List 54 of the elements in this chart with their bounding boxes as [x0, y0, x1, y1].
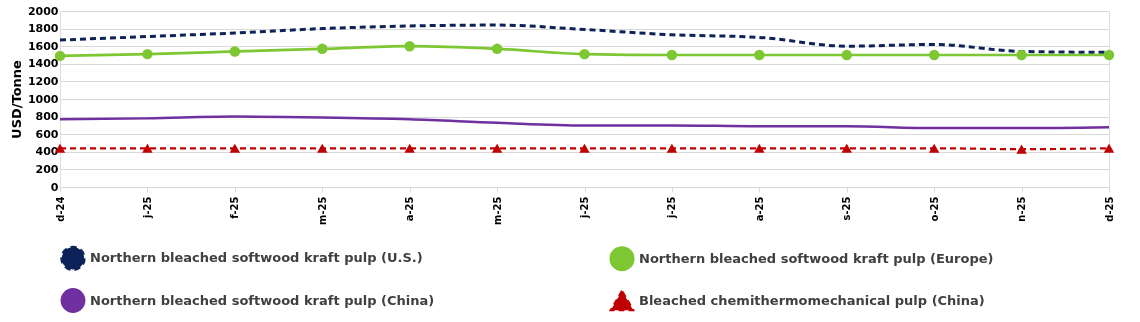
x-tick-label: d-24: [54, 196, 66, 222]
point: [666, 143, 678, 153]
line-series: [58, 115, 1111, 130]
point: [754, 49, 765, 61]
point: [754, 143, 765, 153]
point: [928, 143, 940, 153]
legend-label: Northern bleached softwood kraft pulp (Europe): [639, 250, 994, 266]
point: [1016, 144, 1027, 154]
x-tick-label: j-25: [666, 196, 678, 219]
point: [491, 143, 503, 153]
y-tick-label: 2000: [27, 4, 59, 18]
point: [229, 143, 241, 153]
point: [666, 49, 678, 61]
legend-label: Northern bleached softwood kraft pulp (China): [90, 292, 435, 308]
legend-label: Northern bleached softwood kraft pulp (U.S.): [90, 250, 423, 266]
point: [579, 48, 590, 60]
y-axis-title: USD/Tonne: [8, 59, 24, 139]
y-tick-label: 200: [35, 162, 59, 176]
y-tick-label: 0: [50, 180, 59, 194]
y-tick-label: 400: [35, 145, 59, 159]
point: [1016, 49, 1027, 61]
y-tick-label: 600: [35, 127, 59, 141]
point: [579, 143, 590, 153]
x-tick-label: m-25: [316, 196, 328, 225]
point: [1103, 143, 1115, 153]
point: [928, 49, 940, 61]
y-tick-label: 1800: [27, 22, 59, 36]
x-tick-label: j-25: [141, 196, 153, 219]
point: [317, 143, 328, 153]
y-tick-label: 1600: [27, 39, 59, 53]
point: [229, 46, 241, 57]
point: [317, 43, 328, 55]
x-tick-label: a-25: [753, 196, 765, 222]
x-tick-label: m-25: [491, 196, 503, 225]
point: [491, 43, 503, 55]
point: [404, 143, 415, 153]
y-tick-label: 1200: [27, 74, 59, 88]
point: [841, 143, 852, 153]
x-tick-label: f-25: [229, 196, 241, 219]
y-tick-label: 1400: [27, 57, 59, 71]
legend-label: Bleached chemithermomechanical pulp (China): [639, 292, 985, 308]
point: [841, 49, 852, 61]
point: [404, 40, 415, 52]
x-tick-label: o-25: [928, 196, 940, 222]
y-tick-label: 1000: [27, 92, 59, 106]
point: [1103, 49, 1115, 61]
y-tick-label: 800: [35, 110, 59, 124]
x-tick-label: d-25: [1103, 196, 1115, 222]
x-tick-label: a-25: [404, 196, 416, 222]
x-tick-label: n-25: [1016, 196, 1028, 222]
x-tick-label: j-25: [579, 196, 590, 219]
point: [142, 48, 153, 60]
x-tick-label: s-25: [841, 196, 853, 221]
point: [142, 143, 153, 153]
